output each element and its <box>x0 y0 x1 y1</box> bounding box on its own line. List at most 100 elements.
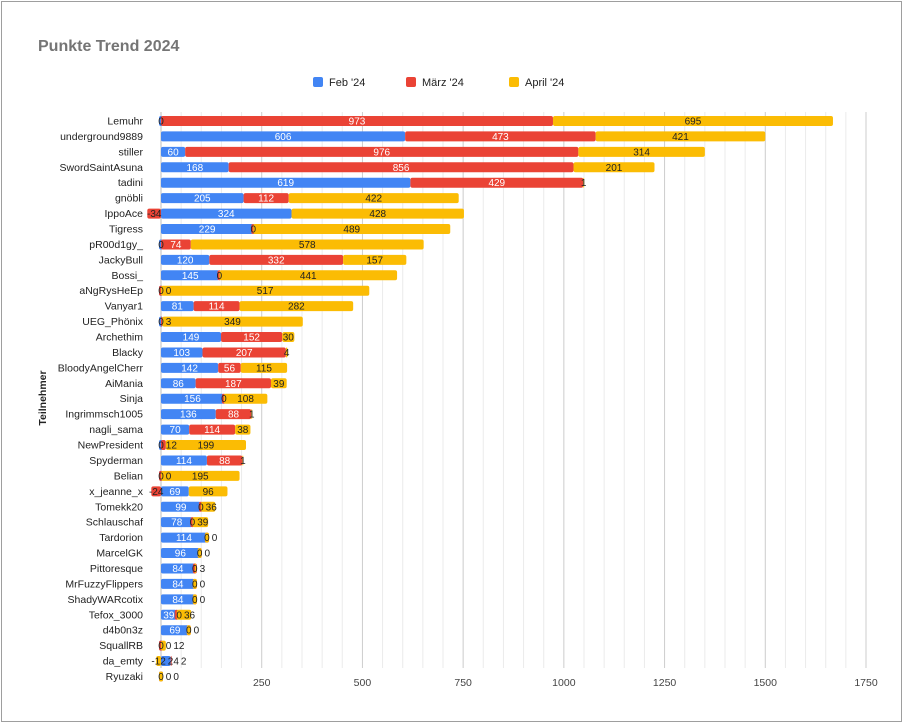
bar-segment[interactable] <box>595 131 766 142</box>
bar-segment[interactable] <box>573 162 655 173</box>
bar-segment[interactable] <box>161 578 195 589</box>
bar-segment[interactable] <box>239 301 354 312</box>
bar-segment[interactable] <box>192 594 197 605</box>
bar-segment[interactable] <box>235 424 251 435</box>
bar-segment[interactable] <box>219 270 398 281</box>
bar-segment[interactable] <box>161 239 191 250</box>
bar-segment[interactable] <box>583 177 585 188</box>
bar-segment[interactable] <box>161 609 177 620</box>
bar-segment[interactable] <box>221 332 283 343</box>
bar-segment[interactable] <box>161 116 553 126</box>
data-label: 0 <box>186 626 192 637</box>
bar-segment[interactable] <box>282 332 295 343</box>
bar-segment[interactable] <box>147 208 161 219</box>
bar-segment[interactable] <box>161 548 200 559</box>
bar-segment[interactable] <box>209 254 344 265</box>
bar-segment[interactable] <box>288 193 459 204</box>
category-label: pR00d1gy_ <box>89 239 143 251</box>
bar-segment[interactable] <box>161 131 406 142</box>
bar-segment[interactable] <box>161 563 195 574</box>
bar-segment[interactable] <box>251 409 253 420</box>
bar-segment[interactable] <box>197 548 202 559</box>
bar-segment[interactable] <box>161 501 201 512</box>
bar-segment[interactable] <box>161 625 189 636</box>
bar-segment[interactable] <box>240 362 288 373</box>
bar-segment[interactable] <box>193 301 240 312</box>
bar-segment[interactable] <box>202 347 286 358</box>
data-label: 0 <box>212 533 218 544</box>
bar-segment[interactable] <box>161 409 216 420</box>
bar-segment[interactable] <box>188 486 228 497</box>
bar-segment[interactable] <box>291 208 464 219</box>
bar-segment[interactable] <box>161 440 166 451</box>
bar-segment[interactable] <box>242 455 244 466</box>
bar-segment[interactable] <box>161 656 171 667</box>
bar-segment[interactable] <box>161 424 190 435</box>
bar-segment[interactable] <box>161 517 193 528</box>
bar-segment[interactable] <box>161 362 219 373</box>
bar-segment[interactable] <box>194 563 197 574</box>
bar-segment[interactable] <box>161 316 163 327</box>
bar-segment[interactable] <box>161 146 186 157</box>
data-label: 4 <box>284 348 290 359</box>
bar-segment[interactable] <box>215 409 252 420</box>
bar-segment[interactable] <box>578 146 705 157</box>
bar-segment[interactable] <box>192 578 197 589</box>
bar-segment[interactable] <box>161 177 411 188</box>
bar-segment[interactable] <box>410 177 584 188</box>
bar-segment[interactable] <box>161 347 203 358</box>
data-label: 88 <box>219 456 231 467</box>
bar-segment[interactable] <box>405 131 596 142</box>
bar-segment[interactable] <box>161 270 220 281</box>
bar-segment[interactable] <box>161 455 207 466</box>
bar-segment[interactable] <box>161 208 292 219</box>
bar-segment[interactable] <box>204 532 209 543</box>
bar-segment[interactable] <box>343 254 407 265</box>
bar-segment[interactable] <box>218 362 241 373</box>
bar-segment[interactable] <box>162 316 303 327</box>
bar-segment[interactable] <box>186 625 191 636</box>
bar-segment[interactable] <box>161 224 254 235</box>
bar-segment[interactable] <box>161 486 189 497</box>
data-label: 2 <box>181 657 187 668</box>
bar-segment[interactable] <box>159 671 163 682</box>
data-label: 229 <box>199 225 216 236</box>
category-label: nagli_sama <box>89 424 143 436</box>
bar-segment[interactable] <box>161 640 166 651</box>
legend-label[interactable]: März '24 <box>422 77 464 89</box>
bar-segment[interactable] <box>206 455 243 466</box>
bar-segment[interactable] <box>161 332 222 343</box>
bar-segment[interactable] <box>161 393 224 404</box>
bar-segment[interactable] <box>192 517 209 528</box>
bar-segment[interactable] <box>552 116 833 126</box>
bar-segment[interactable] <box>161 594 195 605</box>
legend-label[interactable]: Feb '24 <box>329 77 365 89</box>
bar-segment[interactable] <box>223 393 268 404</box>
bar-segment[interactable] <box>161 301 194 312</box>
bar-segment[interactable] <box>161 193 244 204</box>
bar-segment[interactable] <box>156 656 161 667</box>
data-label: 88 <box>228 410 240 421</box>
bar-segment[interactable] <box>243 193 289 204</box>
legend-label[interactable]: April '24 <box>525 77 564 89</box>
bar-segment[interactable] <box>161 162 229 173</box>
bar-segment[interactable] <box>161 470 240 481</box>
bar-segment[interactable] <box>161 532 207 543</box>
bar-segment[interactable] <box>165 440 247 451</box>
bar-segment[interactable] <box>195 378 271 389</box>
bar-segment[interactable] <box>285 347 288 358</box>
bar-segment[interactable] <box>270 378 287 389</box>
bar-segment[interactable] <box>200 501 216 512</box>
bar-segment[interactable] <box>170 656 172 667</box>
bar-segment[interactable] <box>253 224 451 235</box>
bar-segment[interactable] <box>151 486 161 497</box>
bar-segment[interactable] <box>161 378 196 389</box>
bar-segment[interactable] <box>185 146 579 157</box>
bar-segment[interactable] <box>161 285 370 296</box>
category-label: Tomekk20 <box>95 501 143 513</box>
bar-segment[interactable] <box>161 254 210 265</box>
bar-segment[interactable] <box>189 424 236 435</box>
bar-segment[interactable] <box>228 162 574 173</box>
bar-segment[interactable] <box>176 609 192 620</box>
bar-segment[interactable] <box>190 239 424 250</box>
